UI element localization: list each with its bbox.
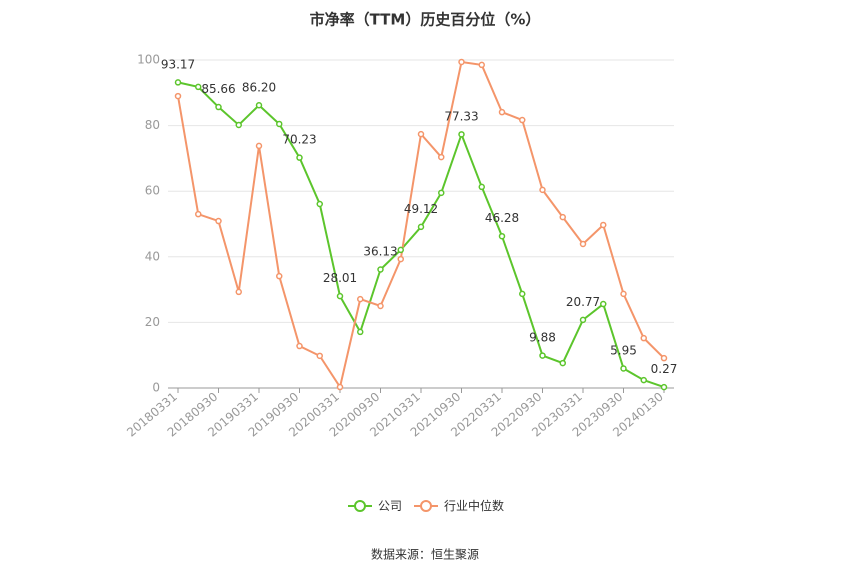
- data-point: [539, 352, 546, 359]
- chart-title: 市净率（TTM）历史百分位（%）: [310, 11, 541, 29]
- data-point: [417, 130, 425, 138]
- data-point: [276, 120, 283, 128]
- data-point: [498, 232, 506, 240]
- data-point: [620, 290, 627, 298]
- legend-label: 行业中位数: [444, 498, 504, 513]
- data-point: [255, 142, 263, 150]
- data-point: [579, 240, 587, 248]
- data-point: [357, 328, 364, 336]
- data-label: 77.33: [444, 109, 478, 123]
- data-point: [438, 153, 445, 161]
- source-note: 数据来源：恒生聚源: [371, 547, 479, 562]
- y-tick-label: 60: [145, 184, 160, 198]
- data-label: 46.28: [485, 211, 519, 225]
- data-point: [640, 334, 647, 342]
- data-point: [336, 383, 344, 391]
- series-line: [177, 81, 665, 389]
- data-point: [397, 255, 404, 263]
- data-point: [255, 102, 263, 109]
- data-label: 5.95: [610, 343, 637, 357]
- y-tick-label: 0: [152, 381, 160, 395]
- data-point: [174, 79, 182, 86]
- data-point: [519, 290, 526, 298]
- data-point: [316, 352, 323, 360]
- data-point: [174, 92, 182, 100]
- data-point: [600, 300, 607, 308]
- data-point: [235, 121, 242, 129]
- data-point: [478, 61, 485, 69]
- data-point: [195, 83, 202, 91]
- data-point: [600, 221, 607, 229]
- data-point: [235, 288, 242, 296]
- data-point: [559, 213, 566, 221]
- data-point: [660, 354, 668, 362]
- data-label: 36.13: [363, 244, 397, 258]
- data-point: [620, 365, 627, 372]
- data-point: [195, 210, 202, 218]
- data-point: [660, 383, 668, 391]
- data-label: 86.20: [242, 80, 276, 94]
- data-point: [458, 58, 465, 66]
- data-point: [296, 342, 303, 350]
- data-point: [498, 108, 506, 116]
- data-point: [377, 302, 384, 310]
- data-point: [377, 266, 384, 273]
- legend-marker: [420, 500, 432, 512]
- data-point: [519, 116, 526, 124]
- y-tick-label: 80: [145, 118, 160, 132]
- data-point: [458, 131, 465, 138]
- data-label: 0.27: [651, 362, 678, 376]
- y-tick-label: 100: [137, 53, 160, 67]
- data-point: [215, 103, 222, 111]
- data-point: [640, 376, 647, 384]
- data-point: [276, 272, 283, 280]
- data-label: 70.23: [282, 133, 316, 147]
- data-point: [397, 246, 404, 254]
- data-point: [438, 189, 445, 197]
- y-tick-label: 20: [145, 315, 160, 329]
- y-tick-label: 40: [145, 249, 160, 263]
- data-point: [357, 295, 364, 303]
- data-point: [417, 223, 425, 231]
- data-label: 20.77: [566, 295, 600, 309]
- data-label: 85.66: [201, 82, 235, 96]
- data-point: [579, 316, 587, 324]
- data-point: [336, 292, 344, 300]
- data-label: 28.01: [323, 271, 357, 285]
- legend-marker: [354, 500, 366, 512]
- data-point: [316, 200, 323, 208]
- data-point: [539, 186, 546, 194]
- data-point: [296, 154, 303, 161]
- data-label: 9.88: [529, 331, 556, 345]
- data-label: 93.17: [161, 57, 195, 71]
- data-point: [215, 217, 222, 225]
- data-point: [559, 359, 566, 367]
- legend-label: 公司: [378, 499, 402, 513]
- data-label: 49.12: [404, 202, 438, 216]
- data-point: [478, 183, 485, 191]
